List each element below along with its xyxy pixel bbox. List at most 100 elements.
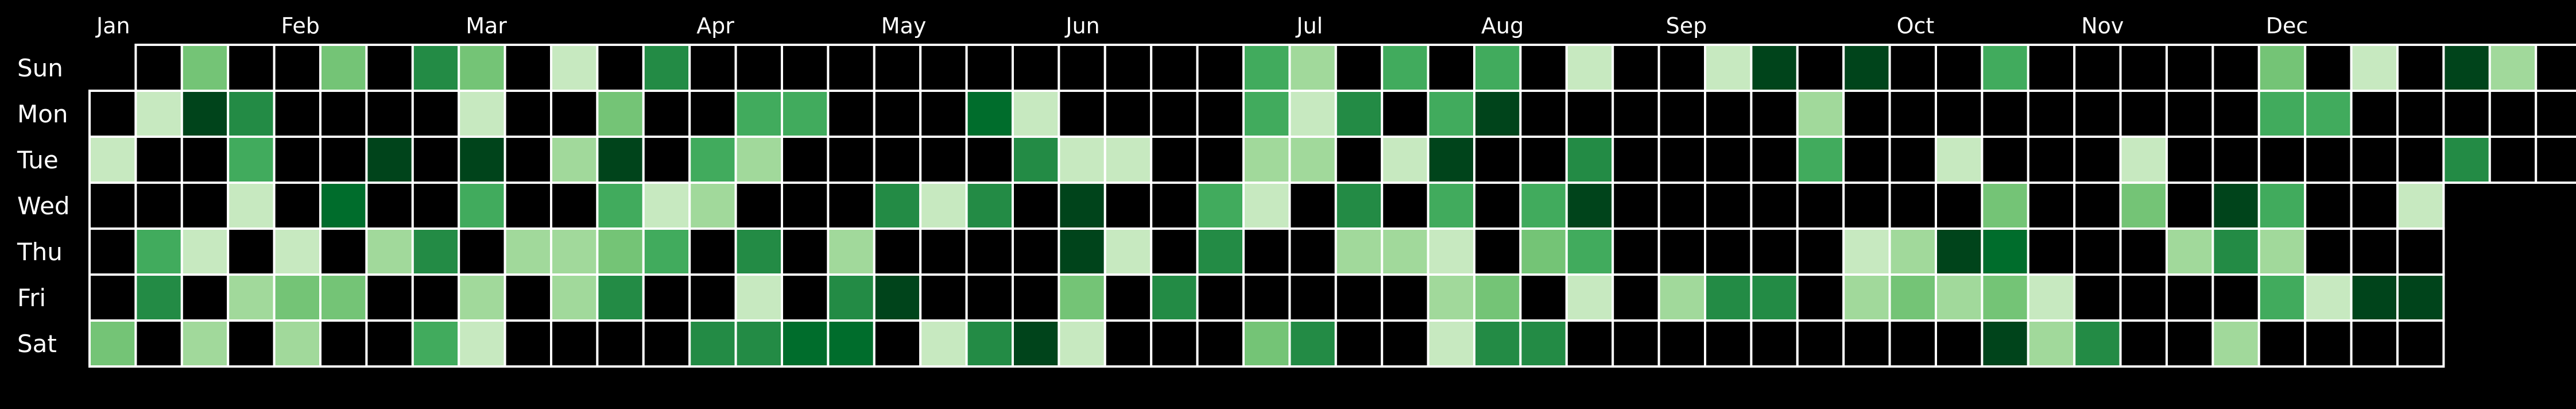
heatmap-cell [2488,44,2538,92]
heatmap-cell [1935,90,1984,138]
day-labels: Sun Mon Tue Wed Thu Fri Sat [17,54,70,358]
heatmap-cell [180,182,230,230]
heatmap-cell [1704,44,1753,92]
heatmap-cell [1103,182,1153,230]
heatmap-cell [2119,227,2168,276]
heatmap-cell [2166,90,2214,138]
heatmap-cell [1565,182,1614,230]
heatmap-cell [1981,182,2029,230]
heatmap-cell [734,319,783,368]
heatmap-cell [1288,44,1337,92]
day-label: Fri [17,284,46,312]
heatmap-cell [2488,90,2538,138]
heatmap-cell [1750,227,1799,276]
heatmap-cell [596,319,645,368]
heatmap-cell [1242,227,1291,276]
heatmap-cell [965,136,1014,184]
heatmap-cell [2535,90,2576,138]
month-label: Apr [696,13,734,38]
heatmap-cell [781,319,830,368]
month-label: Oct [1897,13,1935,38]
heatmap-cell [2119,136,2168,184]
heatmap-cell [2304,273,2353,322]
heatmap-cell [2257,227,2307,276]
heatmap-cell [1242,90,1291,138]
heatmap-cell [1427,182,1476,230]
heatmap-cell [1750,182,1799,230]
heatmap-cell [1150,136,1199,184]
heatmap-cell [2304,90,2353,138]
heatmap-cell [1842,136,1891,184]
heatmap-cell [734,44,783,92]
heatmap-cell [2488,136,2538,184]
heatmap-cell [2396,319,2445,368]
heatmap-cell [1981,227,2029,276]
heatmap-cell [781,182,830,230]
heatmap-cell [919,90,968,138]
heatmap-cell [1473,319,1522,368]
heatmap-cell [781,136,830,184]
day-label: Wed [17,192,70,220]
heatmap-cell [365,319,414,368]
heatmap-cell [134,182,183,230]
heatmap-cell [1842,227,1891,276]
heatmap-cell [1565,44,1614,92]
heatmap-cell [919,273,968,322]
heatmap-cell [781,44,830,92]
heatmap-cell [1565,227,1614,276]
heatmap-cell [1796,319,1845,368]
heatmap-cell [1334,182,1384,230]
heatmap-cell [1612,90,1660,138]
heatmap-cell [88,227,137,276]
heatmap-cell [1519,90,1568,138]
heatmap-cell [1334,273,1384,322]
heatmap-cell [319,44,368,92]
heatmap-cell [458,90,506,138]
heatmap-cell [134,136,183,184]
heatmap-cell [1657,90,1707,138]
heatmap-cell [1103,227,1153,276]
heatmap-cell [1888,90,1938,138]
heatmap-cell [411,44,460,92]
heatmap-cell [1612,227,1660,276]
heatmap-cell [1981,273,2029,322]
heatmap-cell [1012,227,1060,276]
heatmap-cell [1057,182,1106,230]
month-label: May [881,13,927,38]
heatmap-cell [1888,319,1938,368]
heatmap-cell [688,136,737,184]
heatmap-cell [319,90,368,138]
heatmap-cell [1888,273,1938,322]
heatmap-cell [1012,273,1060,322]
heatmap-cell [1935,44,1984,92]
heatmap-cell [1565,273,1614,322]
heatmap-cell [2073,90,2122,138]
heatmap-cell [134,227,183,276]
heatmap-cell [734,227,783,276]
heatmap-cell [1519,273,1568,322]
heatmap-cell [1057,273,1106,322]
heatmap-cell [2350,227,2399,276]
heatmap-cell [1334,90,1384,138]
heatmap-cell [2304,136,2353,184]
heatmap-cell [1888,44,1938,92]
heatmap-cell [1012,44,1060,92]
heatmap-cell [2027,273,2076,322]
heatmap-cell [319,227,368,276]
heatmap-cell [1473,44,1522,92]
heatmap-cell [2257,90,2307,138]
heatmap-cell [1473,227,1522,276]
heatmap-cell [1381,182,1430,230]
heatmap-cell [273,90,322,138]
heatmap-cell [458,319,506,368]
heatmap-cell [965,44,1014,92]
heatmap-cell [88,319,137,368]
heatmap-cell [1704,182,1753,230]
heatmap-cell [1057,90,1106,138]
heatmap-cell [1796,182,1845,230]
heatmap-cell [273,44,322,92]
heatmap-cell [503,44,552,92]
heatmap-cell [1334,319,1384,368]
heatmap-cell [2027,44,2076,92]
heatmap-cell [1288,136,1337,184]
